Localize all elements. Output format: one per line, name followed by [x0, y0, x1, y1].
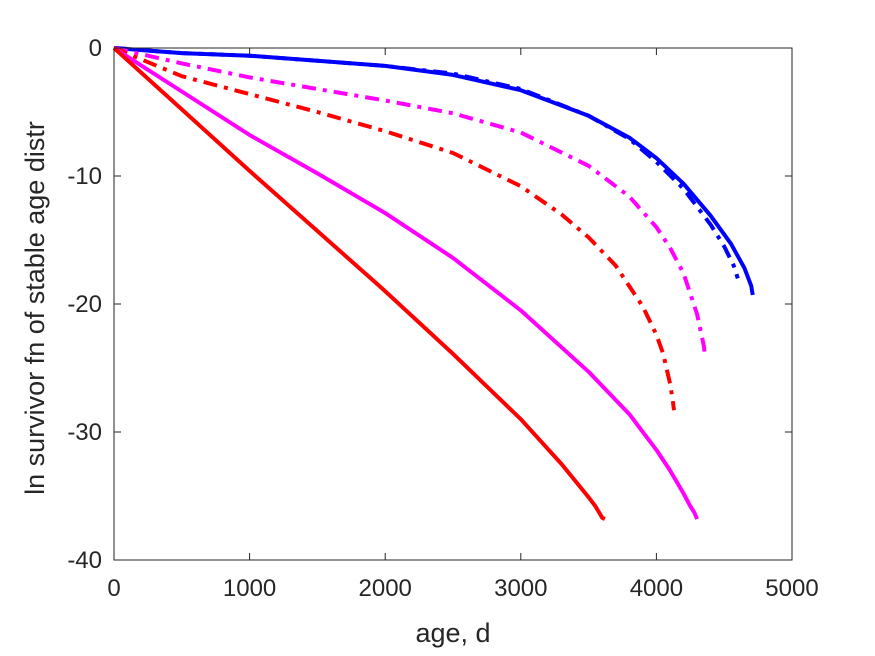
x-tick-label: 3000 — [494, 575, 547, 602]
y-tick-label: -10 — [67, 163, 102, 190]
series-line-2 — [113, 46, 740, 280]
y-tick-label: -40 — [67, 547, 102, 574]
series-layer — [112, 46, 755, 521]
y-tick-label: -20 — [67, 291, 102, 318]
x-tick-label: 0 — [107, 575, 120, 602]
series-line-3 — [113, 46, 708, 359]
x-tick-label: 5000 — [765, 575, 818, 602]
y-tick-label: -30 — [67, 419, 102, 446]
y-tick-label: 0 — [89, 35, 102, 62]
tick-layer: 0 1000 2000 3000 4000 5000 0 -10 -20 -30 -40 — [67, 35, 818, 602]
x-tick-label: 1000 — [223, 575, 276, 602]
series-line-5 — [112, 46, 699, 520]
y-axis-label: ln survivor fn of stable age distr — [20, 121, 50, 495]
x-tick-label: 2000 — [359, 575, 412, 602]
x-tick-label: 4000 — [630, 575, 683, 602]
series-line-6 — [112, 46, 606, 521]
x-axis-label: age, d — [415, 618, 490, 648]
